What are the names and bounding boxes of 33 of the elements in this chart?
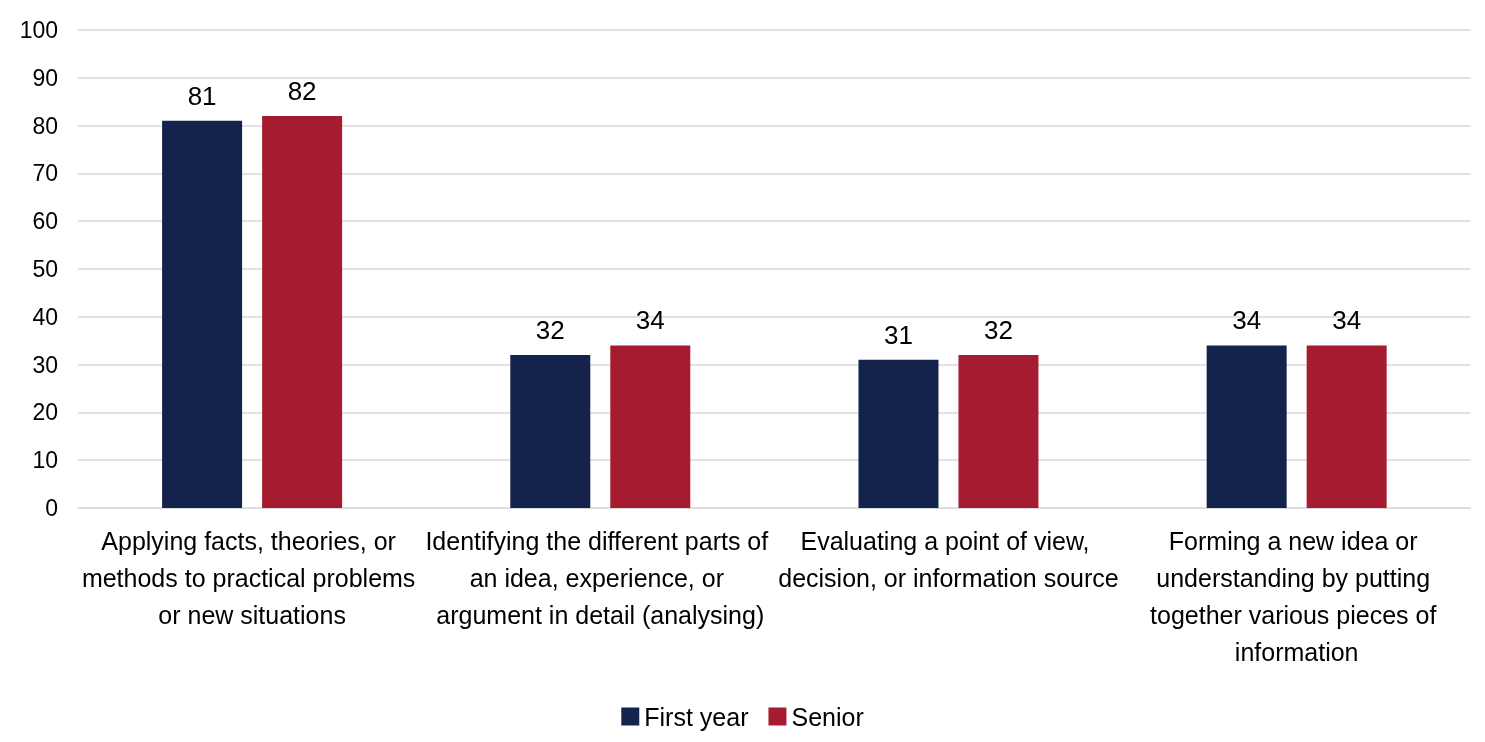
y-tick-label: 50: [32, 256, 58, 282]
bar: [958, 355, 1039, 508]
bar: [610, 345, 691, 508]
x-tick-label: Identifying the different parts of an idea, experience, or argument in detail (analysing): [425, 526, 776, 629]
y-tick-label: 20: [32, 399, 58, 426]
data-label: 82: [287, 76, 317, 107]
legend-label: First year: [644, 702, 749, 731]
bar: [1306, 345, 1387, 508]
y-tick-label: 80: [32, 112, 58, 139]
data-label: 32: [535, 315, 565, 346]
bar: [510, 355, 591, 508]
data-label: 34: [1332, 305, 1362, 336]
legend-label: Senior: [791, 702, 864, 731]
data-label: 81: [187, 80, 217, 111]
y-tick-label: 0: [45, 495, 58, 521]
y-tick-label: 40: [32, 303, 58, 330]
data-label: 32: [984, 315, 1013, 346]
x-tick-label: Forming a new idea or understanding by putting together various pieces of information: [1150, 526, 1444, 666]
y-tick-label: 10: [32, 447, 58, 474]
x-tick-label: Evaluating a point of view, decision, or information source: [778, 526, 1119, 592]
bar: [262, 116, 343, 508]
data-label: 34: [1232, 305, 1262, 336]
bar: [1206, 345, 1287, 508]
y-tick-label: 60: [32, 208, 58, 235]
y-tick-label: 70: [32, 160, 58, 187]
y-tick-label: 30: [32, 351, 58, 378]
x-tick-label: Applying facts, theories, or methods to practical problems or new situations: [81, 526, 423, 629]
y-tick-label: 100: [19, 17, 58, 43]
data-label: 34: [635, 305, 665, 336]
bar: [162, 120, 243, 508]
y-tick-label: 90: [32, 64, 58, 91]
data-label: 31: [884, 319, 913, 350]
bar: [858, 359, 939, 508]
